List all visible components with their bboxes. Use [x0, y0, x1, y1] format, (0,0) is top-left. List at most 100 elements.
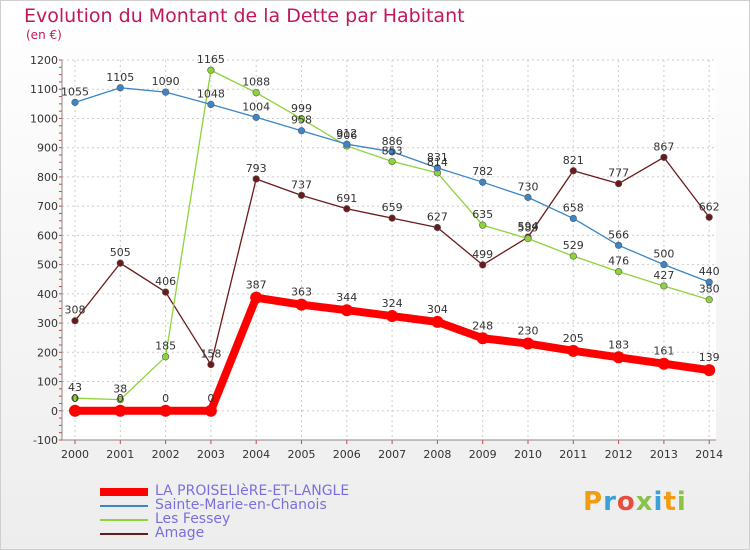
data-point — [524, 235, 532, 243]
data-point — [162, 88, 170, 96]
data-point — [388, 148, 396, 156]
data-label: 886 — [382, 135, 403, 148]
data-point — [433, 223, 442, 232]
data-point — [343, 205, 351, 213]
y-tick-label: 100 — [37, 376, 58, 389]
data-point — [252, 89, 260, 97]
chart-title: Evolution du Montant de la Dette par Hab… — [24, 5, 465, 27]
y-tick-label: 900 — [37, 142, 58, 155]
data-point — [207, 360, 215, 369]
data-point — [612, 351, 625, 364]
data-label: 205 — [563, 332, 584, 345]
x-tick-label: 2006 — [333, 448, 361, 461]
x-tick-label: 2007 — [378, 448, 406, 461]
data-point — [479, 261, 487, 269]
data-point — [567, 344, 580, 357]
chart-subtitle: (en €) — [26, 28, 62, 42]
data-label: 500 — [653, 248, 674, 261]
data-label: 0 — [117, 392, 124, 405]
data-label: 38 — [113, 383, 127, 396]
x-tick-label: 2014 — [695, 448, 723, 461]
data-point — [433, 164, 442, 172]
data-point — [297, 191, 306, 199]
data-point — [71, 394, 79, 402]
data-label: 427 — [653, 269, 674, 282]
y-tick-label: 1200 — [30, 54, 58, 67]
data-label: 1165 — [197, 53, 225, 66]
data-label: 1004 — [242, 100, 270, 113]
data-label: 659 — [382, 201, 403, 214]
data-label: 406 — [155, 275, 176, 288]
data-point — [569, 214, 577, 223]
x-tick-label: 2010 — [514, 448, 542, 461]
data-label: 0 — [207, 392, 214, 405]
data-point — [343, 140, 351, 148]
data-point — [569, 167, 577, 175]
data-label: 737 — [291, 178, 312, 191]
y-tick-label: 800 — [37, 171, 58, 184]
data-label: 821 — [563, 154, 584, 167]
data-point — [250, 291, 263, 304]
data-label: 440 — [699, 265, 720, 278]
x-tick-label: 2001 — [106, 448, 134, 461]
data-point — [71, 317, 79, 325]
data-label: 589 — [518, 222, 539, 235]
x-tick-label: 2013 — [650, 448, 678, 461]
data-label: 730 — [518, 180, 539, 193]
data-point — [388, 214, 396, 222]
data-label: 529 — [563, 239, 584, 252]
data-point — [388, 157, 396, 166]
data-label: 387 — [246, 279, 267, 292]
data-point — [705, 213, 713, 221]
data-label: 43 — [68, 381, 82, 394]
data-label: 344 — [336, 291, 357, 304]
y-tick-label: 1100 — [30, 83, 58, 96]
x-tick-label: 2012 — [605, 448, 633, 461]
x-tick-label: 2000 — [61, 448, 89, 461]
legend-label: LA PROISELIèRE-ET-LANGLE — [155, 483, 350, 499]
data-point — [660, 261, 668, 269]
data-point — [660, 282, 668, 290]
data-label: 1048 — [197, 87, 225, 100]
data-point — [660, 153, 668, 161]
data-label: 777 — [608, 167, 629, 180]
data-label: 304 — [427, 303, 448, 316]
x-tick-label: 2004 — [242, 448, 270, 461]
data-point — [431, 315, 444, 328]
data-label: 691 — [336, 192, 357, 205]
legend-label: Sainte-Marie-en-Chanois — [155, 497, 327, 513]
data-label: 831 — [427, 151, 448, 164]
legend-label: Les Fessey — [155, 511, 231, 527]
data-point — [159, 404, 172, 417]
data-point — [479, 178, 487, 186]
data-point — [71, 98, 79, 106]
data-label: 566 — [608, 228, 629, 241]
data-label: 183 — [608, 338, 629, 351]
data-point — [297, 115, 306, 123]
data-point — [116, 259, 124, 267]
y-tick-label: -100 — [33, 434, 58, 447]
y-tick-label: 1000 — [30, 112, 58, 125]
x-tick-label: 2008 — [423, 448, 451, 461]
data-point — [614, 241, 623, 249]
data-label: 230 — [518, 325, 539, 338]
data-point — [116, 84, 124, 92]
data-label: 635 — [472, 208, 493, 221]
data-point — [479, 221, 487, 229]
data-point — [252, 175, 260, 183]
data-point — [340, 304, 353, 317]
data-point — [569, 252, 577, 260]
data-label: 853 — [382, 144, 403, 157]
data-label: 505 — [110, 246, 131, 259]
y-tick-label: 0 — [51, 405, 58, 418]
data-label: 793 — [246, 162, 267, 175]
y-tick-label: 500 — [37, 259, 58, 272]
data-point — [657, 357, 670, 370]
data-label: 1055 — [61, 85, 89, 98]
data-label: 158 — [200, 348, 221, 361]
data-label: 1090 — [152, 75, 180, 88]
data-point — [386, 310, 399, 323]
x-tick-label: 2003 — [197, 448, 225, 461]
data-label: 958 — [291, 114, 312, 127]
